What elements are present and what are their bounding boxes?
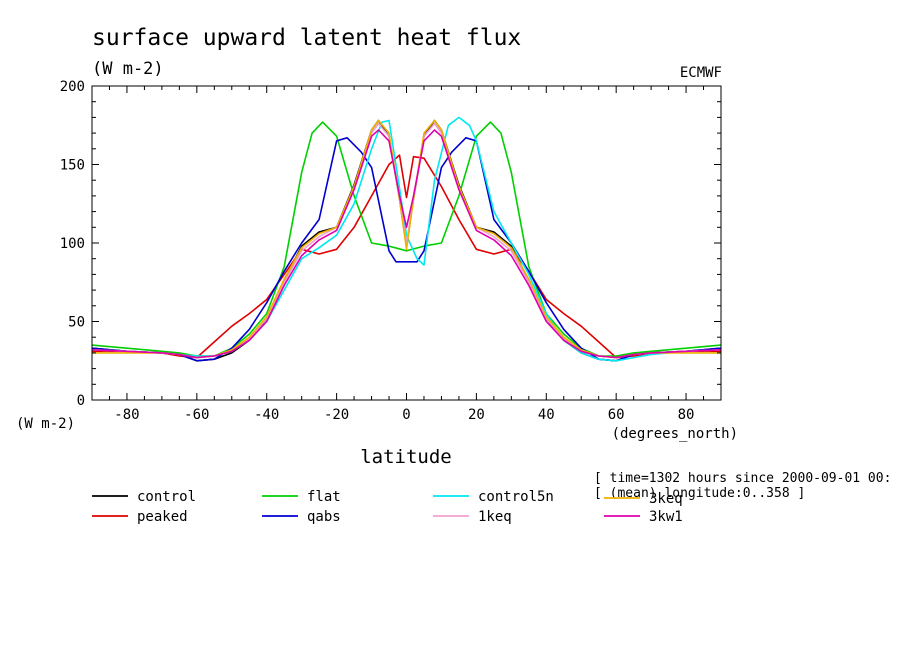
source-label: ECMWF <box>680 65 722 81</box>
series-line-flat <box>91 121 722 357</box>
y-tick-label: 50 <box>68 315 85 331</box>
legend-label-1keq: 1keq <box>478 509 512 525</box>
x-tick-label: -80 <box>114 407 139 423</box>
x-tick-label: 40 <box>538 407 555 423</box>
legend-label-control5n: control5n <box>478 489 554 505</box>
legend: control peaked flat qabs control5n 1keq 3keq 3k… <box>92 489 683 525</box>
x-tick-label: -40 <box>254 407 279 423</box>
series-line-peaked <box>92 154 721 359</box>
info-line-time: [ time=1302 hours since 2000-09-01 00: <box>594 471 891 486</box>
x-tick-label: 20 <box>468 407 485 423</box>
ticks-layer: -80 -60 -40 -20 0 20 40 60 80 0 50 100 150 200 <box>60 79 721 423</box>
y-tick-label: 0 <box>77 393 85 409</box>
y-tick-label: 100 <box>60 236 85 252</box>
x-tick-label: -20 <box>324 407 349 423</box>
y-tick-label: 200 <box>60 79 85 95</box>
x-tick-label: 60 <box>608 407 625 423</box>
x-axis-label: latitude <box>360 446 452 468</box>
series-line-1keq <box>91 122 722 359</box>
series-line-qabs <box>91 137 722 362</box>
legend-label-qabs: qabs <box>307 509 341 525</box>
chart-units: (W m-2) <box>92 59 164 79</box>
x-units-label: (degrees_north) <box>612 426 738 442</box>
series-line-3keq <box>92 119 721 359</box>
legend-label-peaked: peaked <box>137 509 188 525</box>
legend-label-flat: flat <box>307 489 341 505</box>
x-tick-label: -60 <box>184 407 209 423</box>
y-units-label: (W m-2) <box>16 416 75 432</box>
chart-title: surface upward latent heat flux <box>92 25 521 51</box>
series-line-3kw1 <box>91 129 722 359</box>
legend-label-3kw1: 3kw1 <box>649 509 683 525</box>
series-layer <box>91 116 722 362</box>
x-tick-label: 0 <box>402 407 410 423</box>
legend-label-control: control <box>137 489 196 505</box>
info-line-longitude: [ (mean) longitude:0..358 ] <box>594 486 805 501</box>
x-tick-label: 80 <box>678 407 695 423</box>
y-tick-label: 150 <box>60 158 85 174</box>
legend-label-3keq: 3keq <box>649 491 683 507</box>
